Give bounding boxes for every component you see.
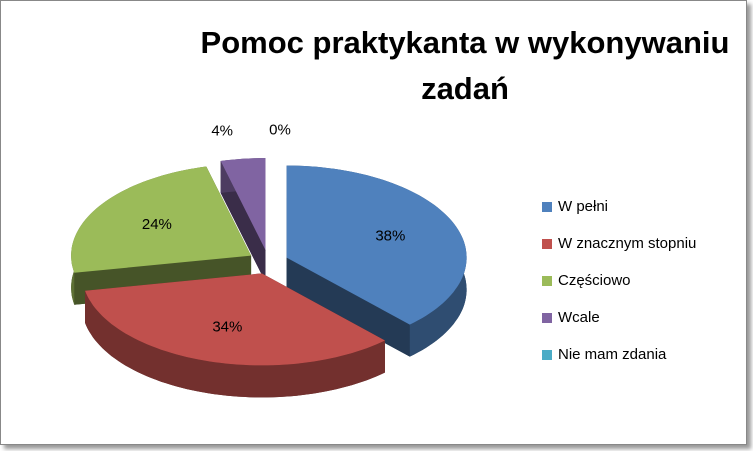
legend-label: Wcale xyxy=(558,309,600,326)
legend-label: Częściowo xyxy=(558,272,631,289)
slice-side xyxy=(85,290,385,398)
data-label: 0% xyxy=(269,121,291,138)
legend-swatch xyxy=(542,350,552,360)
legend-label: W pełni xyxy=(558,198,608,215)
slice xyxy=(286,165,467,325)
slice-wall xyxy=(286,257,410,357)
slice xyxy=(71,166,252,273)
data-label: 4% xyxy=(211,122,233,139)
data-label: 34% xyxy=(212,319,242,336)
slice xyxy=(220,158,266,251)
legend-swatch xyxy=(542,239,552,249)
legend-swatch xyxy=(542,313,552,323)
data-label: 38% xyxy=(375,228,405,245)
legend-swatch xyxy=(542,276,552,286)
legend-label: W znacznym stopniu xyxy=(558,235,696,252)
data-label: 24% xyxy=(142,216,172,233)
slice xyxy=(85,273,385,366)
legend-swatch xyxy=(542,202,552,212)
legend-label: Nie mam zdania xyxy=(558,346,667,363)
chart-title: Pomoc praktykanta w wykonywaniu zadań xyxy=(200,25,730,106)
